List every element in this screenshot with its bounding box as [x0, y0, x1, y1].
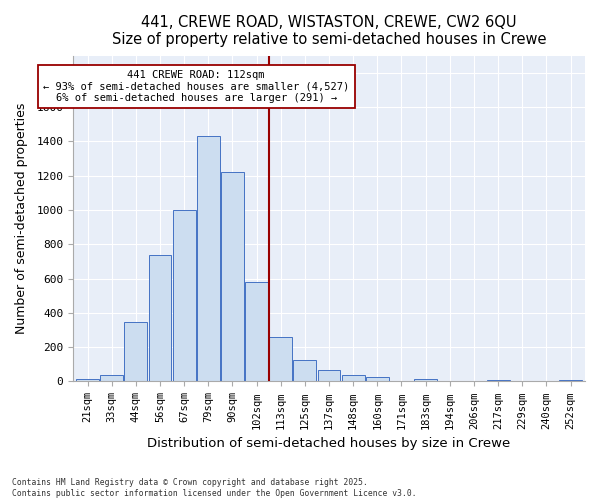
Text: Contains HM Land Registry data © Crown copyright and database right 2025.
Contai: Contains HM Land Registry data © Crown c… — [12, 478, 416, 498]
Bar — [559, 380, 582, 382]
X-axis label: Distribution of semi-detached houses by size in Crewe: Distribution of semi-detached houses by … — [148, 437, 511, 450]
Bar — [342, 376, 365, 382]
Bar — [487, 380, 509, 382]
Bar — [293, 360, 316, 382]
Y-axis label: Number of semi-detached properties: Number of semi-detached properties — [15, 103, 28, 334]
Bar — [100, 376, 123, 382]
Bar — [366, 377, 389, 382]
Bar — [124, 322, 148, 382]
Bar — [245, 282, 268, 382]
Bar — [149, 254, 172, 382]
Bar — [76, 379, 99, 382]
Bar — [173, 210, 196, 382]
Bar — [197, 136, 220, 382]
Text: 441 CREWE ROAD: 112sqm
← 93% of semi-detached houses are smaller (4,527)
6% of s: 441 CREWE ROAD: 112sqm ← 93% of semi-det… — [43, 70, 349, 103]
Bar — [414, 379, 437, 382]
Bar — [269, 337, 292, 382]
Bar — [221, 172, 244, 382]
Bar — [317, 370, 340, 382]
Title: 441, CREWE ROAD, WISTASTON, CREWE, CW2 6QU
Size of property relative to semi-det: 441, CREWE ROAD, WISTASTON, CREWE, CW2 6… — [112, 15, 546, 48]
